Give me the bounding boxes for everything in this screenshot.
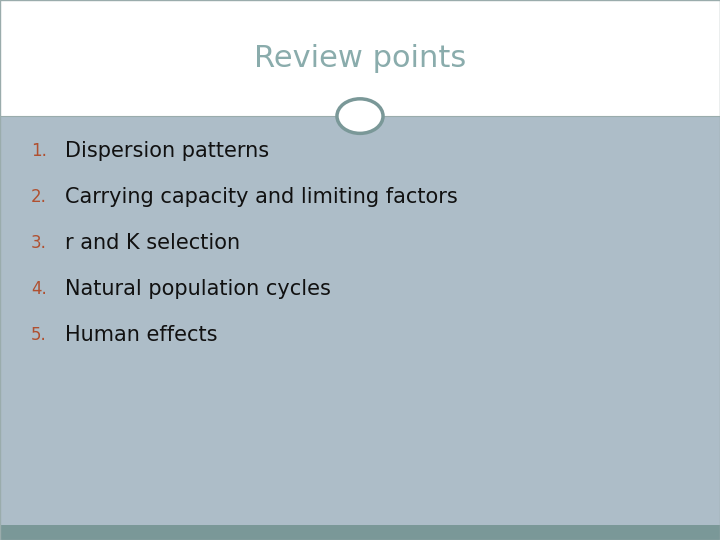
Text: 3.: 3. xyxy=(31,234,47,252)
Text: 4.: 4. xyxy=(31,280,47,298)
Text: 2.: 2. xyxy=(31,188,47,206)
Text: 5.: 5. xyxy=(31,326,47,344)
Circle shape xyxy=(337,99,383,133)
Text: Dispersion patterns: Dispersion patterns xyxy=(65,141,269,161)
Bar xyxy=(0,0,720,116)
Text: Human effects: Human effects xyxy=(65,325,217,345)
Text: Carrying capacity and limiting factors: Carrying capacity and limiting factors xyxy=(65,187,457,207)
Text: r and K selection: r and K selection xyxy=(65,233,240,253)
Text: Natural population cycles: Natural population cycles xyxy=(65,279,330,299)
Text: Review points: Review points xyxy=(254,44,466,72)
Bar xyxy=(0,116,720,525)
Text: 1.: 1. xyxy=(31,142,47,160)
Bar xyxy=(0,525,720,540)
